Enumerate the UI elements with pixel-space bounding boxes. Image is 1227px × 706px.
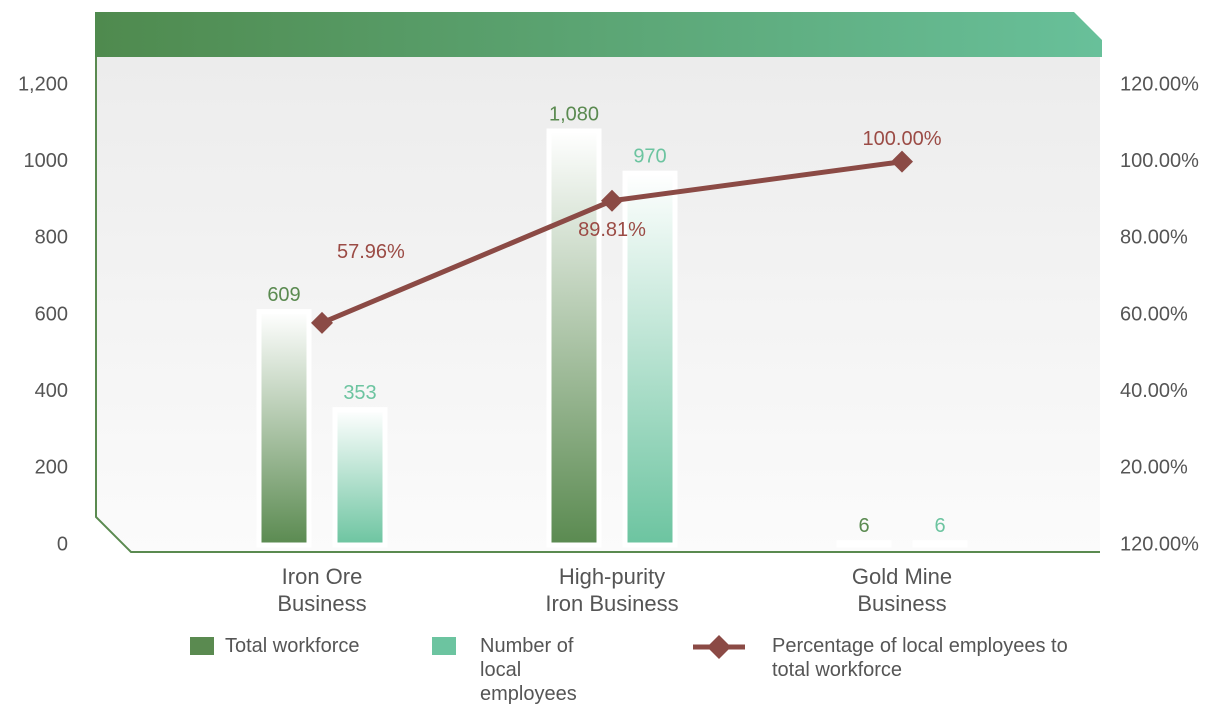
legend-marker (707, 635, 731, 659)
bar (622, 170, 678, 548)
y-tick-label: 800 (35, 227, 68, 249)
frame (95, 57, 1100, 553)
y-tick-label: 600 (35, 303, 68, 325)
data-label: 970 (633, 145, 666, 167)
y-tick-label: 1,200 (18, 73, 68, 95)
y-tick-label: 200 (35, 457, 68, 479)
data-label: 609 (267, 284, 300, 306)
data-label: 6 (934, 515, 945, 537)
y2-tick-label: 100.00% (1120, 150, 1199, 172)
y2-tick-label: 40.00% (1120, 380, 1188, 402)
chart: 0 200 400 600 800 1000 1,200 120.00% 20.00% 40.00… (18, 12, 1199, 659)
legend-label: Percentage of local employees to total w… (772, 635, 1068, 681)
header-band (95, 12, 1102, 57)
y2-tick-label: 80.00% (1120, 227, 1188, 249)
legend-swatch (190, 637, 214, 655)
line-marker (311, 311, 333, 334)
bar (332, 407, 388, 548)
bar (912, 540, 968, 548)
line-marker (601, 189, 623, 212)
data-label: 57.96% (337, 241, 405, 263)
bar (256, 309, 312, 548)
y2-tick-label: 60.00% (1120, 303, 1188, 325)
y2-tick-label: 20.00% (1120, 457, 1188, 479)
y2-tick-label: 120.00% (1120, 73, 1199, 95)
y2-tick-label: 120.00% (1120, 533, 1199, 555)
data-label: 100.00% (863, 128, 942, 150)
legend-label: Total workforce (225, 635, 360, 657)
data-label: 353 (343, 382, 376, 404)
data-label: 89.81% (578, 219, 646, 241)
y-tick-label: 400 (35, 380, 68, 402)
bar (836, 540, 892, 548)
y-tick-label: 0 (57, 533, 68, 555)
legend-label: Number of local employees (480, 635, 577, 705)
data-label: 1,080 (549, 103, 599, 125)
data-label: 6 (858, 515, 869, 537)
x-tick-label: High-purity Iron Business (545, 564, 679, 616)
page: {"chart_data": {"type": "bar", "categori… (17, 12, 1200, 705)
x-tick-label: Iron Ore Business (277, 564, 367, 616)
bar (546, 128, 602, 548)
x-tick-label: Gold Mine Business (851, 564, 953, 616)
line-marker (891, 150, 913, 173)
legend-swatch (432, 637, 456, 655)
y-tick-label: 1000 (24, 150, 69, 172)
